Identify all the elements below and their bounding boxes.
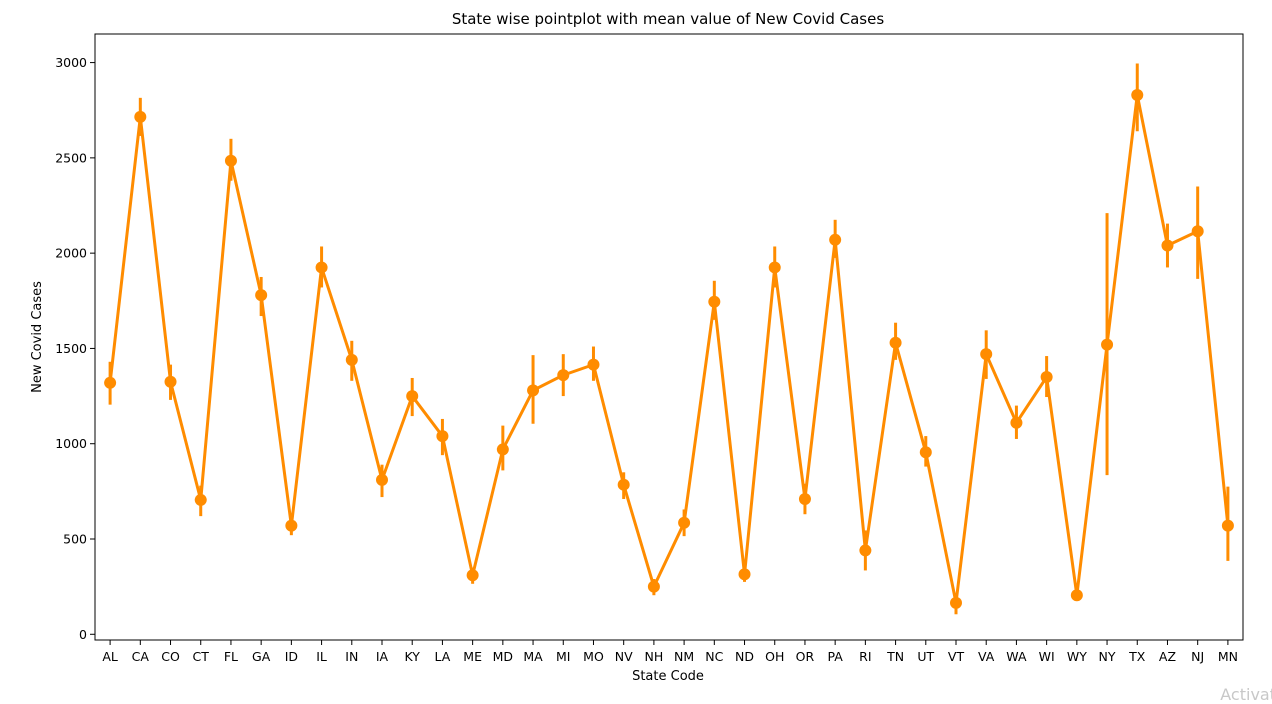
y-tick-label: 0 [79,627,87,642]
y-tick-label: 1500 [55,341,87,356]
y-tick-label: 2500 [55,150,87,165]
data-point [647,580,660,593]
x-tick-label: MI [556,649,570,664]
data-point [285,519,298,532]
x-tick-label: NM [674,649,694,664]
x-tick-label: VT [948,649,965,664]
data-point [1040,371,1053,384]
data-point [859,544,872,557]
x-axis: AL CA CO CT FL GA ID IL IN IA KY LA ME MD MA MI MO NV NH NM… [102,640,1238,664]
plot-area-frame [94,33,1244,641]
data-point [1191,225,1204,238]
data-point [768,261,781,274]
data-point [919,446,932,459]
x-tick-label: UT [917,649,934,664]
x-tick-label: WA [1006,649,1027,664]
x-tick-label: LA [435,649,451,664]
x-tick-label: ND [735,649,754,664]
series-points [104,88,1234,609]
x-tick-label: OH [765,649,784,664]
x-tick-label: WI [1039,649,1055,664]
x-tick-label: AL [102,649,118,664]
data-point [980,348,993,361]
x-tick-label: AZ [1159,649,1176,664]
x-tick-label: GA [252,649,271,664]
data-point [315,261,328,274]
data-point [466,569,479,582]
data-point [1131,88,1144,101]
x-tick-label: ME [463,649,482,664]
error-bars [108,63,1230,615]
data-point [678,516,691,529]
data-point [587,358,600,371]
x-tick-label: VA [978,649,995,664]
y-tick-label: 2000 [55,246,87,261]
y-tick-label: 1000 [55,436,87,451]
x-tick-label: PA [828,649,844,664]
x-tick-label: KY [405,649,421,664]
x-tick-label: RI [859,649,871,664]
data-point [889,336,902,349]
series-line [108,93,1230,605]
data-point [617,478,630,491]
y-axis-label: New Covid Cases [30,281,45,393]
x-tick-label: NH [645,649,664,664]
data-point [527,384,540,397]
x-tick-label: MD [493,649,513,664]
watermark-text: Activat [1220,685,1272,704]
x-tick-label: TN [886,649,904,664]
data-point [738,568,751,581]
x-tick-label: CT [193,649,210,664]
data-point [1101,338,1114,351]
x-tick-label: MA [523,649,543,664]
data-point [134,110,147,123]
y-tick-label: 500 [63,532,87,547]
data-point [1010,416,1023,429]
y-axis: 0 500 1000 1500 2000 2500 3000 [55,55,95,642]
x-tick-label: IL [316,649,327,664]
data-point [798,492,811,505]
data-point [708,295,721,308]
data-point [224,154,237,167]
x-tick-label: NJ [1191,649,1204,664]
data-point [164,375,177,388]
x-axis-label: State Code [632,669,704,684]
data-point [194,493,207,506]
data-point [1221,519,1234,532]
y-tick-label: 3000 [55,55,87,70]
data-point [1070,589,1083,602]
data-point [557,369,570,382]
x-tick-label: CO [161,649,180,664]
data-point [496,443,509,456]
x-tick-label: FL [224,649,238,664]
x-tick-label: NC [705,649,723,664]
x-tick-label: NY [1099,649,1116,664]
data-point [255,289,268,302]
x-tick-label: TX [1128,649,1146,664]
data-point [829,233,842,246]
chart-title: State wise pointplot with mean value of … [452,10,885,28]
x-tick-label: OR [796,649,815,664]
x-tick-label: WY [1067,649,1087,664]
x-tick-label: ID [285,649,298,664]
data-point [1161,239,1174,252]
data-point [406,390,419,403]
x-tick-label: MN [1218,649,1238,664]
data-point [950,596,962,609]
x-tick-label: IA [376,649,389,664]
x-tick-label: IN [345,649,358,664]
x-tick-label: NV [615,649,633,664]
data-point [436,430,449,443]
data-point [345,353,358,366]
data-point [376,473,388,486]
data-point [104,376,117,389]
x-tick-label: CA [132,649,150,664]
x-tick-label: MO [583,649,604,664]
